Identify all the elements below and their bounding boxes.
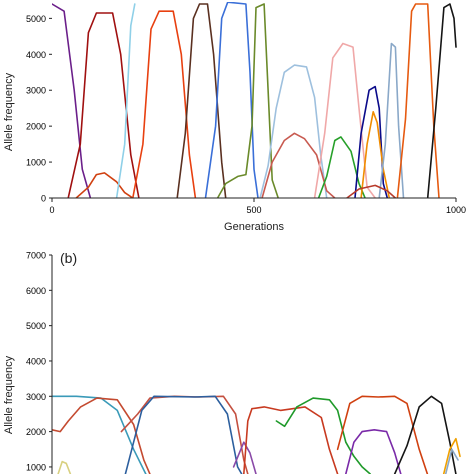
panel-a-y-tick-label: 1000 <box>26 158 46 168</box>
panel-b-y-ticks: 1000 2000 3000 4000 5000 6000 7000 <box>26 251 52 472</box>
panel-b-y-label: Allele frequency <box>3 355 15 434</box>
panel-a-series-line-3 <box>75 172 134 198</box>
panel-a-x-tick-label: 0 <box>49 205 54 215</box>
panel-a-y-label: Allele frequency <box>3 72 15 151</box>
panel-b-series-line-12 <box>442 437 461 474</box>
panel-b-y-tick-label: 5000 <box>26 321 46 331</box>
panel-b-series-line-1 <box>52 395 147 474</box>
panel-b-label: (b) <box>60 250 77 266</box>
panel-b-series <box>52 395 461 474</box>
panel-a-x-label: Generations <box>224 221 284 233</box>
panel-b-series-line-13 <box>444 448 459 474</box>
panel-a-y-tick-label: 4000 <box>26 50 46 60</box>
panel-b-y-tick-label: 6000 <box>26 286 46 296</box>
panel-a-series-line-9 <box>259 64 328 198</box>
panel-a-series-line-2 <box>67 12 140 198</box>
panel-a-x-tick-label: 500 <box>246 205 261 215</box>
panel-a-series <box>52 2 457 198</box>
panel-b-series-line-2 <box>52 397 151 474</box>
panel-b-y-tick-label: 1000 <box>26 462 46 472</box>
panel-b-series-line-7 <box>243 406 339 474</box>
panel-a-y-tick-label: 5000 <box>26 14 46 24</box>
panel-a-x-ticks: 0 500 1000 <box>49 198 466 215</box>
panel-b-y-tick-label: 3000 <box>26 392 46 402</box>
panel-a-series-line-15 <box>378 42 405 198</box>
panel-b-series-line-5 <box>124 395 243 474</box>
panel-a-y-tick-label: 3000 <box>26 86 46 96</box>
panel-a-series-line-8 <box>216 3 279 198</box>
panel-a-series-line-4 <box>115 3 136 198</box>
panel-b-series-line-9 <box>336 395 429 474</box>
panel-a-series-line-17 <box>426 3 457 198</box>
panel-a-series-line-14 <box>360 111 391 198</box>
panel-a-series-line-11 <box>313 42 376 198</box>
panel-a-x-tick-label: 1000 <box>446 205 466 215</box>
panel-a-y-tick-label: 2000 <box>26 122 46 132</box>
panel-b-series-line-10 <box>345 429 402 474</box>
panel-a-series-line-10 <box>261 132 336 198</box>
panel-a-y-ticks: 0 1000 2000 3000 4000 5000 <box>26 14 52 204</box>
panel-a-series-line-13 <box>354 85 389 198</box>
panel-b-series-line-11 <box>393 395 457 474</box>
panel-a-series-line-6 <box>176 3 227 198</box>
panel-a-series-line-18 <box>346 184 397 198</box>
panel-b-y-tick-label: 7000 <box>26 251 46 261</box>
panel-a-series-line-12 <box>317 136 366 198</box>
panel-b: 1000 2000 3000 4000 5000 6000 7000 (b) Allele … <box>3 250 461 474</box>
panel-b-series-line-8 <box>275 397 371 474</box>
panel-b-y-tick-label: 4000 <box>26 356 46 366</box>
panel-b-y-tick-label: 2000 <box>26 427 46 437</box>
panel-a: 0 500 1000 0 1000 2000 3000 4000 5000 Generatio… <box>3 2 466 233</box>
panel-a-series-line-7 <box>204 2 259 198</box>
panel-b-series-line-6 <box>232 441 257 474</box>
panel-a-series-line-16 <box>396 3 440 198</box>
panel-a-series-line-5 <box>132 10 197 198</box>
panel-a-series-line-1 <box>52 3 92 198</box>
panel-b-series-line-3 <box>57 460 72 474</box>
panel-a-y-tick-label: 0 <box>41 194 46 204</box>
